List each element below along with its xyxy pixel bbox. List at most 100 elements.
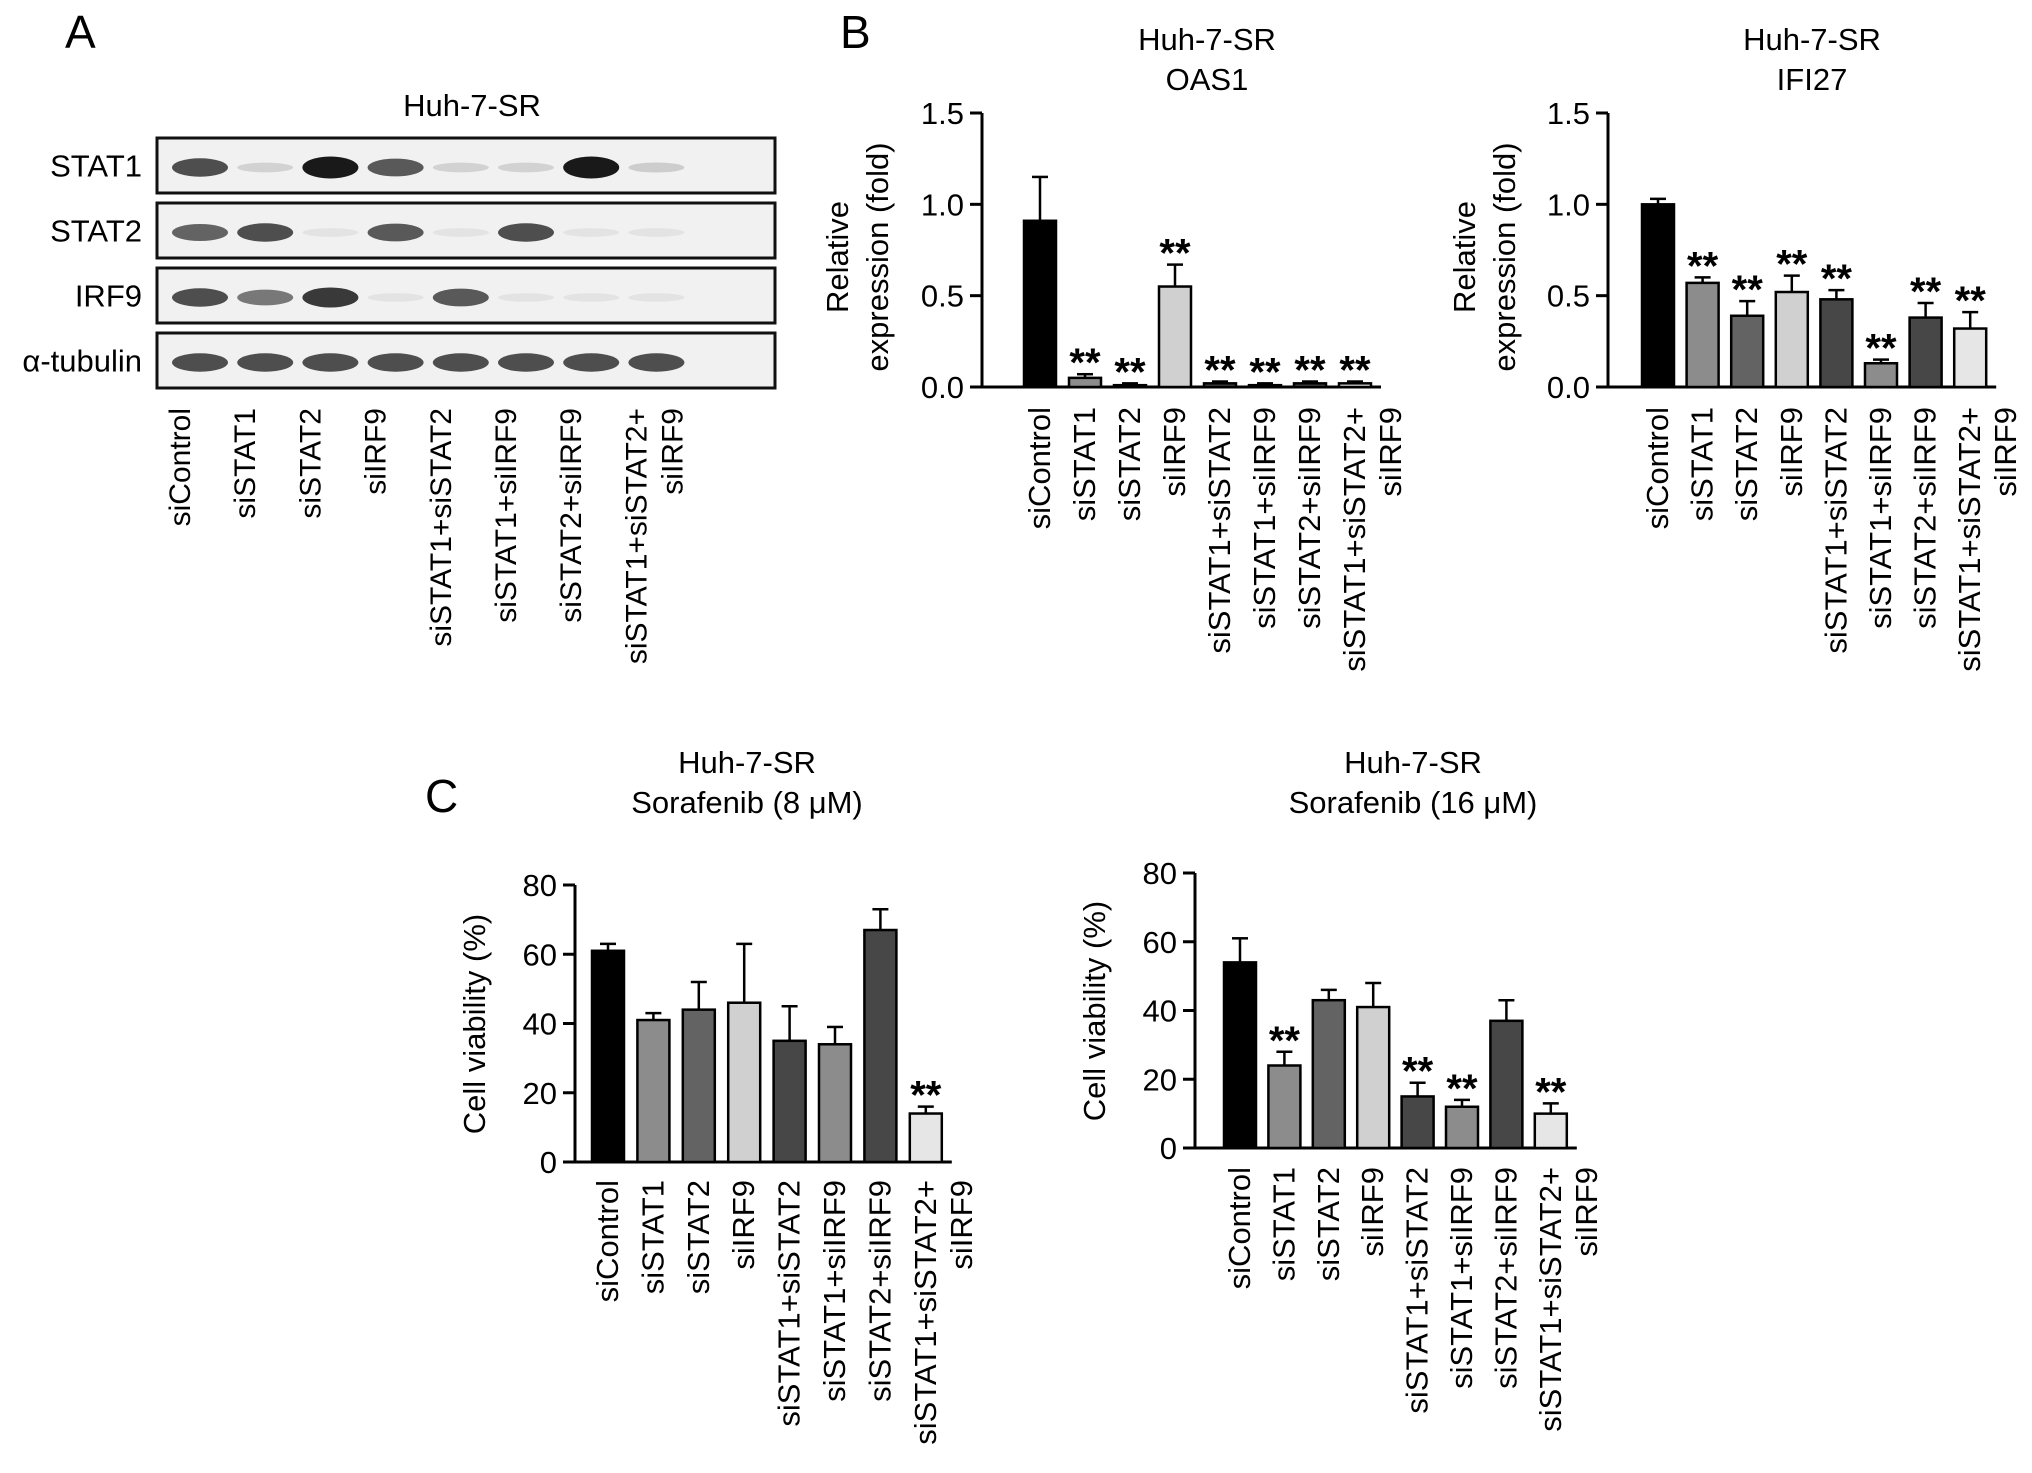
- chart-ifi27-x-tick-label: siControl: [1640, 407, 1675, 529]
- blot-lane-label: siIRF9: [360, 408, 393, 495]
- chart-viability-8um-bar: [636, 1018, 671, 1164]
- blot-band: [628, 293, 685, 302]
- blot-lane-label: siSTAT2: [294, 408, 327, 519]
- chart-viability-16um-x-tick-label: siSTAT1+siSTAT2+: [1533, 1167, 1568, 1432]
- chart-viability-8um-y-tick-label: 20: [523, 1076, 557, 1111]
- chart-oas1-bar: [1157, 285, 1193, 389]
- chart-viability-16um-bar: [1400, 1095, 1435, 1150]
- chart-oas1-x-tick-label: siIRF9: [1157, 407, 1192, 497]
- chart-viability-16um-y-tick-label: 0: [1160, 1131, 1177, 1166]
- chart-ifi27-bar: [1729, 314, 1765, 389]
- chart-ifi27-significance: **: [1821, 257, 1853, 301]
- blot-band: [302, 287, 359, 308]
- chart-viability-16um-title: Sorafenib (16 μM): [1289, 785, 1538, 820]
- blot-band: [172, 158, 228, 177]
- chart-viability-16um-y-tick-label: 40: [1143, 994, 1177, 1029]
- blot-band: [628, 228, 685, 237]
- chart-oas1-y-axis-label: expression (fold): [860, 142, 895, 371]
- chart-viability-16um-y-tick-label: 80: [1143, 856, 1177, 891]
- panel-label-c: C: [425, 770, 458, 822]
- chart-viability-16um-bar: [1489, 1019, 1524, 1150]
- blot-band: [498, 293, 554, 302]
- chart-viability-8um-bar: [908, 1112, 944, 1164]
- chart-viability-8um-x-tick-label: siSTAT1+siIRF9: [817, 1180, 852, 1402]
- blot-band: [628, 162, 685, 173]
- chart-oas1-significance: **: [1339, 349, 1371, 393]
- chart-viability-16um-x-tick-label: siSTAT1+siIRF9: [1444, 1167, 1479, 1389]
- blot-lane-label: siSTAT2+siIRF9: [555, 408, 588, 623]
- chart-viability-16um-x-tick-label: siSTAT2+siIRF9: [1488, 1167, 1523, 1389]
- chart-oas1-x-tick-label: siSTAT1+siSTAT2: [1202, 407, 1237, 654]
- blot-row-label: STAT1: [50, 149, 142, 184]
- chart-viability-8um-bar: [726, 1001, 762, 1164]
- chart-viability-8um-x-tick-label: siSTAT1: [635, 1180, 670, 1294]
- chart-oas1-significance: **: [1069, 341, 1101, 385]
- chart-oas1-x-tick-label: siSTAT2+siIRF9: [1292, 407, 1327, 629]
- blot-band: [498, 353, 554, 372]
- chart-viability-16um-bar: [1222, 961, 1258, 1150]
- chart-viability-8um-bar: [817, 1043, 853, 1164]
- blot-lane-label: siSTAT1+siSTAT2: [425, 408, 458, 647]
- chart-ifi27-significance: **: [1732, 268, 1764, 312]
- chart-oas1-title: OAS1: [1166, 62, 1249, 97]
- chart-oas1-significance: **: [1159, 232, 1191, 276]
- blot-band: [432, 288, 489, 307]
- chart-ifi27-bar: [1640, 203, 1676, 389]
- chart-oas1: Huh-7-SR OAS1 Relative expression (fold) 0.0…: [820, 22, 1408, 672]
- chart-ifi27-x-tick-label: siIRF9: [1774, 407, 1809, 497]
- chart-viability-8um: Huh-7-SR Sorafenib (8 μM) Cell viability (…: [457, 745, 979, 1445]
- blot-title: Huh-7-SR: [403, 88, 541, 123]
- chart-ifi27-bar: [1908, 316, 1943, 389]
- blot-band: [432, 162, 489, 173]
- blot-band: [563, 293, 620, 302]
- chart-ifi27-x-tick-label: siSTAT1+siSTAT2: [1818, 407, 1853, 654]
- chart-viability-16um: Huh-7-SR Sorafenib (16 μM) Cell viability …: [1077, 745, 1604, 1432]
- blot-band: [498, 223, 554, 242]
- chart-oas1-significance: **: [1249, 350, 1281, 394]
- chart-viability-16um-significance: **: [1535, 1070, 1567, 1114]
- chart-oas1-y-tick-label: 0.0: [921, 370, 964, 405]
- chart-viability-16um-y-axis-label: Cell viability (%): [1077, 901, 1112, 1121]
- chart-viability-16um-x-tick-label: siSTAT1: [1266, 1167, 1301, 1281]
- blot-lane-label: siSTAT1+siSTAT2+: [620, 408, 653, 664]
- chart-oas1-x-tick-label: siSTAT2: [1112, 407, 1147, 521]
- chart-ifi27-significance: **: [1910, 270, 1942, 314]
- blot-band: [172, 223, 228, 242]
- chart-viability-16um-x-tick-label: siSTAT2: [1311, 1167, 1346, 1281]
- chart-ifi27-y-tick-label: 0.5: [1547, 279, 1590, 314]
- chart-ifi27-y-axis-label: Relative: [1447, 201, 1482, 313]
- blot-band: [563, 353, 620, 372]
- chart-viability-16um-x-tick-label: siIRF9: [1355, 1167, 1390, 1257]
- blot-row-label: STAT2: [50, 214, 142, 249]
- chart-oas1-y-tick-label: 0.5: [921, 279, 964, 314]
- chart-oas1-x-tick-label: siSTAT1: [1067, 407, 1102, 521]
- blot-band: [367, 353, 424, 372]
- chart-ifi27-x-tick-label: siSTAT1+siSTAT2+: [1952, 407, 1987, 672]
- chart-ifi27-y-tick-label: 1.5: [1547, 96, 1590, 131]
- chart-viability-8um-y-tick-label: 40: [523, 1007, 557, 1042]
- western-blot: Huh-7-SR STAT1 STAT2 IRF9 α-tubulin siContro…: [22, 88, 777, 664]
- blot-band: [172, 288, 228, 307]
- chart-viability-8um-x-tick-label: siControl: [590, 1180, 625, 1302]
- chart-ifi27-title: Huh-7-SR: [1743, 22, 1881, 57]
- blot-band: [172, 353, 228, 372]
- chart-viability-8um-y-tick-label: 60: [523, 937, 557, 972]
- blot-row-label: IRF9: [75, 279, 142, 314]
- chart-viability-8um-x-tick-label: siSTAT2+siIRF9: [862, 1180, 897, 1402]
- blot-lane-label: siIRF9: [656, 408, 689, 495]
- chart-ifi27-y-axis-label: expression (fold): [1487, 142, 1522, 371]
- chart-oas1-x-tick-label: siSTAT1+siIRF9: [1247, 407, 1282, 629]
- chart-viability-16um-bar: [1533, 1112, 1569, 1150]
- chart-viability-16um-bar: [1355, 1005, 1391, 1150]
- chart-oas1-title: Huh-7-SR: [1138, 22, 1276, 57]
- chart-viability-8um-title: Sorafenib (8 μM): [631, 785, 863, 820]
- chart-oas1-y-tick-label: 1.0: [921, 187, 964, 222]
- chart-ifi27-x-tick-label: siSTAT2+siIRF9: [1908, 407, 1943, 629]
- chart-viability-8um-bar: [863, 928, 898, 1164]
- chart-ifi27-significance: **: [1776, 243, 1808, 287]
- chart-ifi27-bar: [1774, 290, 1810, 389]
- blot-band: [237, 289, 294, 306]
- chart-viability-8um-bar: [681, 1008, 717, 1164]
- panel-label-b: B: [840, 6, 871, 58]
- panel-label-a: A: [65, 6, 96, 58]
